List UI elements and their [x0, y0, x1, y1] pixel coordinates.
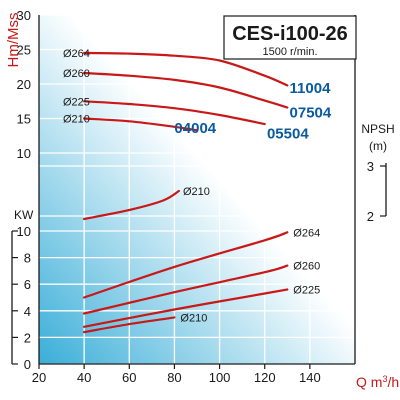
head-curve-d264 — [83, 51, 289, 87]
npsh-diameter-label: Ø210 — [183, 186, 210, 198]
x-tick-label: 40 — [77, 370, 91, 385]
model-code-label: 04004 — [174, 120, 216, 137]
kw-curve-d264 — [83, 231, 289, 299]
head-curve-d210 — [83, 117, 199, 132]
npsh-curve-d210 — [83, 189, 180, 221]
head-curve-d260 — [83, 71, 289, 109]
kw-tick-label: 6 — [24, 277, 31, 292]
model-code-label: 05504 — [267, 125, 309, 142]
speed-label: 1500 r/min. — [262, 46, 317, 58]
x-tick-label: 120 — [254, 370, 276, 385]
model-title: CES-i100-26 — [232, 23, 348, 45]
kw-curve-d260 — [83, 264, 289, 315]
model-codes: 11004 07504 05504 04004 — [174, 80, 331, 143]
x-tick-label: 20 — [32, 370, 46, 385]
head-diameter-label: Ø260 — [63, 68, 90, 80]
tick-marks — [12, 165, 386, 369]
x-tick-label: 80 — [167, 370, 181, 385]
head-curve-d225 — [83, 100, 266, 126]
model-title-box — [223, 15, 357, 60]
curve-labels: Ø264 Ø260 Ø225 Ø210 Ø210 Ø264 Ø260 Ø225 Ø210 — [63, 48, 320, 325]
kw-tick-label: 10 — [17, 224, 31, 239]
kw-axis-label: KW — [14, 208, 34, 222]
performance-curves — [83, 51, 289, 334]
head-tick-label: 30 — [17, 8, 31, 23]
head-diameter-label: Ø264 — [63, 48, 90, 60]
plot-frame — [38, 15, 356, 365]
kw-tick-label: 0 — [24, 357, 31, 372]
head-tick-label: 20 — [17, 77, 31, 92]
flow-axis-label: Q m3/h — [356, 374, 399, 390]
head-tick-label: 25 — [17, 43, 31, 58]
npsh-tick-label: 2 — [367, 209, 374, 224]
model-code-label: 11004 — [290, 80, 332, 97]
npsh-tick-label: 3 — [367, 159, 374, 174]
npsh-axis-label-line2: (m) — [369, 139, 387, 153]
kw-tick-label: 2 — [24, 330, 31, 345]
kw-diameter-label: Ø225 — [293, 285, 320, 297]
kw-tick-label: 4 — [24, 304, 31, 319]
head-diameter-label: Ø225 — [63, 96, 90, 108]
head-tick-label: 10 — [17, 146, 31, 161]
head-diameter-label: Ø210 — [63, 114, 90, 126]
kw-curve-d210 — [83, 316, 176, 334]
head-axis-label: Hm/Mss — [5, 13, 22, 68]
kw-diameter-label: Ø210 — [180, 312, 207, 324]
model-code-label: 07504 — [290, 105, 332, 122]
kw-diameter-label: Ø264 — [293, 227, 320, 239]
x-tick-label: 60 — [122, 370, 136, 385]
tick-labels: 20 40 60 80 100 120 140 10 15 20 25 30 0 2 4 6 8 10 2 3 — [17, 8, 374, 385]
kw-diameter-label: Ø260 — [293, 261, 320, 273]
x-tick-label: 100 — [209, 370, 231, 385]
kw-curve-d225 — [83, 288, 289, 328]
x-tick-label: 140 — [299, 370, 321, 385]
head-tick-label: 15 — [17, 112, 31, 127]
npsh-axis-label-line1: NPSH — [361, 122, 394, 136]
kw-tick-label: 8 — [24, 251, 31, 266]
